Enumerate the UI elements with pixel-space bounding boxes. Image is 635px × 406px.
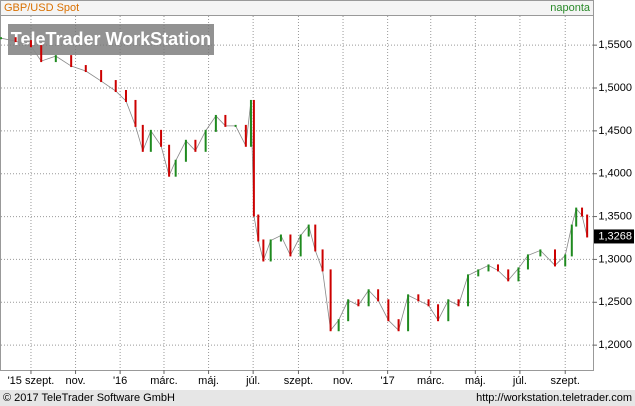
price-bar: [14, 37, 17, 43]
y-tick-label: 1,4500: [598, 125, 632, 137]
footer-bar: [0, 390, 635, 406]
price-bar: [160, 129, 163, 147]
price-bar: [507, 269, 510, 282]
price-bar: [357, 299, 360, 307]
price-bar: [214, 114, 217, 132]
price-bar: [377, 289, 380, 302]
price-bar: [496, 264, 499, 272]
price-bar: [417, 294, 420, 302]
price-bar: [269, 239, 272, 262]
price-bar: [168, 144, 171, 177]
x-tick-label: nov.: [333, 375, 353, 387]
x-tick-label: szept.: [284, 375, 313, 387]
price-bar: [141, 124, 144, 152]
price-bar: [387, 299, 390, 322]
plot-area: [0, 15, 594, 371]
price-bar: [570, 224, 573, 257]
price-bar: [447, 299, 450, 322]
price-bar: [114, 80, 117, 92]
price-bar: [467, 274, 470, 307]
price-bar: [249, 99, 252, 147]
y-tick-label: 1,5000: [598, 82, 632, 94]
price-bar: [321, 249, 324, 272]
price-bar: [289, 234, 292, 257]
price-bar: [70, 55, 73, 68]
footer-left: © 2017 TeleTrader Software GmbH: [3, 392, 175, 404]
price-bar: [437, 304, 440, 322]
chart-title: GBP/USD Spot: [4, 2, 79, 14]
x-tick-label: szept.: [551, 375, 580, 387]
price-bar: [0, 37, 2, 40]
price-bar: [149, 129, 152, 152]
price-bar: [307, 224, 310, 237]
price-bar: [134, 99, 137, 127]
price-bar: [517, 267, 520, 282]
y-tick-label: 1,2000: [598, 339, 632, 351]
x-tick-label: máj.: [465, 375, 486, 387]
y-tick-label: 1,3000: [598, 253, 632, 265]
price-bar: [397, 319, 400, 332]
price-bar: [244, 124, 247, 147]
watermark-text: TeleTrader WorkStation: [11, 29, 211, 49]
watermark: TeleTrader WorkStation: [8, 24, 214, 55]
price-bar: [337, 319, 340, 332]
price-bar: [367, 289, 370, 307]
y-tick-label: 1,5500: [598, 39, 632, 51]
price-bar: [174, 159, 177, 177]
y-tick-label: 1,2500: [598, 296, 632, 308]
price-bar: [407, 294, 410, 332]
price-bar: [124, 90, 127, 102]
price-bar: [40, 45, 43, 63]
price-bar: [224, 114, 227, 127]
last-price-box: [594, 229, 634, 244]
price-bar: [526, 254, 529, 270]
watermark-box: [8, 24, 214, 55]
y-tick-label: 1,3500: [598, 210, 632, 222]
price-bar: [329, 269, 332, 332]
x-tick-label: '17: [380, 375, 394, 387]
price-bar: [487, 264, 490, 272]
y-tick-label: 1,4000: [598, 168, 632, 180]
price-bar: [581, 207, 584, 217]
price-bar: [184, 139, 187, 162]
price-bar: [84, 65, 87, 73]
price-bar: [586, 214, 589, 238]
price-bar: [257, 214, 260, 242]
price-bar: [575, 207, 578, 227]
last-price-label: 1,3268: [598, 230, 632, 242]
price-bar: [234, 124, 237, 127]
price-bar: [299, 234, 302, 257]
x-tick-label: júl.: [512, 375, 527, 387]
x-tick-label: júl.: [245, 375, 260, 387]
footer-right: http://workstation.teletrader.com: [476, 392, 632, 404]
price-bar: [347, 299, 350, 322]
header-bar: [0, 0, 594, 16]
x-tick-label: nov.: [66, 375, 86, 387]
price-bar: [54, 55, 57, 63]
price-bar: [252, 99, 255, 217]
price-bar: [100, 70, 103, 83]
x-tick-label: '15 szept.: [8, 375, 55, 387]
price-bar: [194, 139, 197, 152]
price-bar: [539, 249, 542, 257]
price-bar: [279, 234, 282, 242]
price-line: [0, 37, 588, 332]
price-bar: [314, 224, 317, 252]
x-tick-label: máj.: [198, 375, 219, 387]
x-tick-label: '16: [113, 375, 127, 387]
x-tick-label: márc.: [150, 375, 178, 387]
chart-subtitle: naponta: [550, 2, 591, 14]
price-bar: [29, 40, 32, 48]
price-bar: [204, 129, 207, 152]
price-bar: [553, 249, 556, 267]
price-bar: [477, 269, 480, 277]
price-bar: [564, 254, 567, 267]
price-bar: [262, 239, 265, 262]
x-tick-label: márc.: [417, 375, 445, 387]
price-bar: [457, 299, 460, 307]
price-bar: [427, 299, 430, 307]
